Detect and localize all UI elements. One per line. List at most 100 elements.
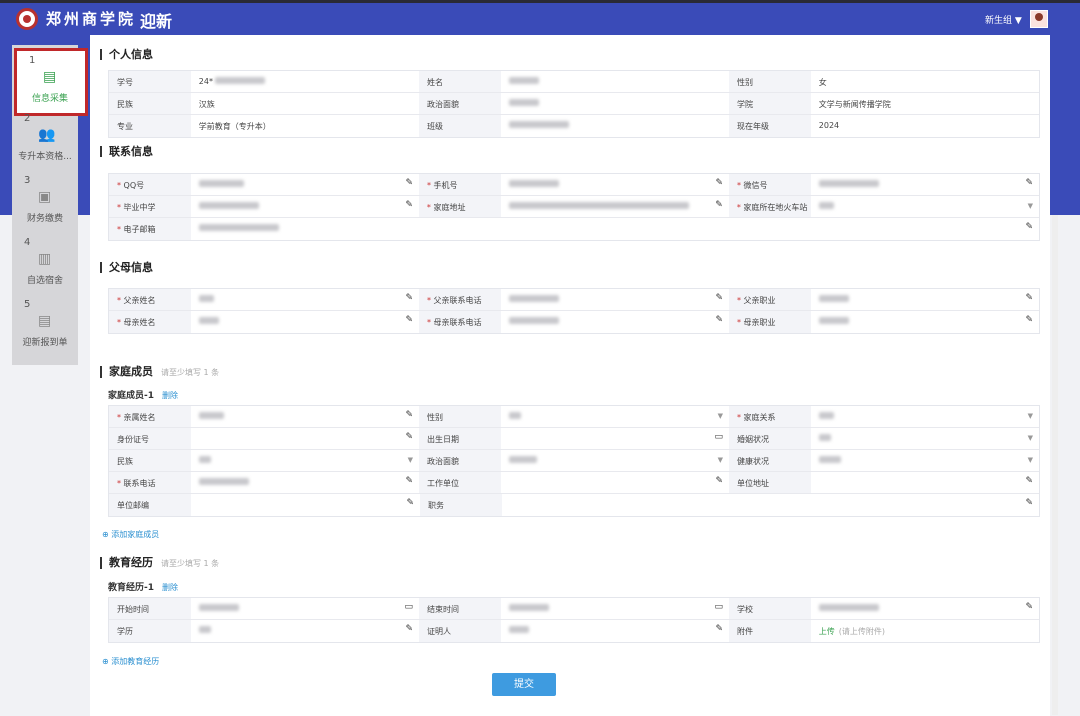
field-value[interactable]: ▭ <box>501 598 729 619</box>
calendar-icon[interactable]: ▭ <box>714 602 723 612</box>
field-label: 政治面貌 <box>419 450 501 471</box>
field-value[interactable]: ▼ <box>501 406 729 427</box>
field-value[interactable]: ✎ <box>191 311 419 333</box>
edit-icon[interactable]: ✎ <box>406 498 414 508</box>
user-group-dropdown[interactable]: 新生组 ▼ <box>985 13 1022 26</box>
edit-icon[interactable]: ✎ <box>405 293 413 303</box>
field-value[interactable]: ✎ <box>191 218 1039 240</box>
field-value[interactable]: ✎ <box>191 174 419 195</box>
edit-icon[interactable]: ✎ <box>1025 498 1033 508</box>
field-value[interactable]: ▼ <box>501 450 729 471</box>
field-value[interactable]: ✎ <box>191 494 420 516</box>
add-education-link[interactable]: ⊕ 添加教育经历 <box>102 656 159 667</box>
field-value[interactable]: ▭ <box>191 598 419 619</box>
field-value[interactable]: ✎ <box>811 472 1039 493</box>
sidebar-step-4[interactable]: 4 ▥ 自选宿舍 <box>12 233 78 295</box>
submit-button[interactable]: 提交 <box>492 673 556 696</box>
edit-icon[interactable]: ✎ <box>715 178 723 188</box>
dropdown-arrow-icon[interactable]: ▼ <box>1027 434 1033 442</box>
edit-icon[interactable]: ✎ <box>715 476 723 486</box>
label-text: 亲属姓名 <box>123 413 156 422</box>
edit-icon[interactable]: ✎ <box>1025 222 1033 232</box>
label-text: 性别 <box>427 413 443 422</box>
field-value[interactable]: ✎ <box>191 428 419 449</box>
field-value[interactable]: ✎ <box>191 472 419 493</box>
field-value[interactable]: 上传 (请上传附件) <box>811 620 1039 642</box>
edit-icon[interactable]: ✎ <box>405 200 413 210</box>
add-family-member-link[interactable]: ⊕ 添加家庭成员 <box>102 529 159 540</box>
dropdown-arrow-icon[interactable]: ▼ <box>1027 202 1034 210</box>
edit-icon[interactable]: ✎ <box>1025 178 1033 188</box>
label-text: 附件 <box>737 627 753 636</box>
field-value: 汉族 <box>191 93 419 114</box>
field-value[interactable]: ✎ <box>501 620 729 642</box>
field-value[interactable]: ▼ <box>811 428 1039 449</box>
plus-circle-icon: ⊕ <box>102 530 109 539</box>
redacted-value <box>508 77 539 84</box>
field-label: 现在年级 <box>729 115 811 137</box>
redacted-value <box>508 295 559 302</box>
field-value[interactable]: ▼ <box>811 196 1039 217</box>
step-number: 2 <box>24 113 31 124</box>
calendar-icon: ▤ <box>43 69 57 85</box>
label-text: QQ号 <box>123 181 145 190</box>
required-mark: * <box>427 296 434 305</box>
edit-icon[interactable]: ✎ <box>1025 293 1033 303</box>
field-value[interactable]: ✎ <box>191 620 419 642</box>
field-value[interactable]: ✎ <box>501 472 729 493</box>
field-value[interactable]: ✎ <box>501 174 729 195</box>
field-value[interactable]: ✎ <box>501 311 729 333</box>
scrollbar[interactable] <box>1052 215 1058 715</box>
redacted-value <box>214 77 265 84</box>
sidebar-step-2[interactable]: 2 👥 专升本资格... <box>12 109 78 171</box>
edit-icon[interactable]: ✎ <box>715 200 723 210</box>
edit-icon[interactable]: ✎ <box>715 315 723 325</box>
field-value[interactable]: ✎ <box>502 494 1039 516</box>
field-value[interactable]: ✎ <box>191 289 419 310</box>
form-row: 学历 ✎ 证明人 ✎ 附件 上传 (请上传附件) <box>109 620 1039 642</box>
field-value[interactable]: ✎ <box>811 174 1039 195</box>
edit-icon[interactable]: ✎ <box>405 432 413 442</box>
delete-record-link[interactable]: 删除 <box>162 583 178 592</box>
dropdown-arrow-icon[interactable]: ▼ <box>717 456 723 464</box>
edit-icon[interactable]: ✎ <box>405 410 413 420</box>
label-text: 家庭地址 <box>433 203 466 212</box>
field-value[interactable]: ✎ <box>811 311 1039 333</box>
edit-icon[interactable]: ✎ <box>405 178 413 188</box>
edit-icon[interactable]: ✎ <box>405 315 413 325</box>
dropdown-arrow-icon[interactable]: ▼ <box>1027 412 1033 420</box>
edit-icon[interactable]: ✎ <box>405 476 413 486</box>
dropdown-arrow-icon[interactable]: ▼ <box>717 412 723 420</box>
field-value[interactable]: ▼ <box>191 450 419 471</box>
calendar-icon[interactable]: ▭ <box>714 432 723 442</box>
sidebar-step-1[interactable]: 1 ▤ 信息采集 <box>14 48 88 116</box>
edit-icon[interactable]: ✎ <box>405 624 413 634</box>
field-label: 学历 <box>109 620 191 642</box>
field-value[interactable]: ✎ <box>501 196 729 217</box>
field-value[interactable]: ▼ <box>811 450 1039 471</box>
field-value[interactable]: ▭ <box>501 428 729 449</box>
dropdown-arrow-icon[interactable]: ▼ <box>407 456 413 464</box>
edit-icon[interactable]: ✎ <box>1025 315 1033 325</box>
upload-link[interactable]: 上传 <box>818 627 835 636</box>
delete-member-link[interactable]: 删除 <box>162 391 178 400</box>
edit-icon[interactable]: ✎ <box>1025 476 1033 486</box>
sidebar-step-3[interactable]: 3 ▣ 财务缴费 <box>12 171 78 233</box>
redacted-value <box>818 202 834 209</box>
sidebar-step-5[interactable]: 5 ▤ 迎新报到单 <box>12 295 78 357</box>
field-value[interactable]: ▼ <box>811 406 1039 427</box>
form-row: 开始时间 ▭ 结束时间 ▭ 学校 ✎ <box>109 598 1039 620</box>
field-value[interactable]: ✎ <box>191 406 419 427</box>
field-value[interactable]: ✎ <box>811 289 1039 310</box>
field-value[interactable]: ✎ <box>191 196 419 217</box>
form-row: * 亲属姓名 ✎ 性别 ▼ * 家庭关系 ▼ <box>109 406 1039 428</box>
field-value[interactable]: ✎ <box>811 598 1039 619</box>
edit-icon[interactable]: ✎ <box>1025 602 1033 612</box>
avatar[interactable] <box>1030 10 1048 28</box>
edit-icon[interactable]: ✎ <box>715 293 723 303</box>
calendar-icon[interactable]: ▭ <box>404 602 413 612</box>
field-value[interactable]: ✎ <box>501 289 729 310</box>
edit-icon[interactable]: ✎ <box>715 624 723 634</box>
add-education-label: 添加教育经历 <box>111 657 160 666</box>
dropdown-arrow-icon[interactable]: ▼ <box>1027 456 1033 464</box>
